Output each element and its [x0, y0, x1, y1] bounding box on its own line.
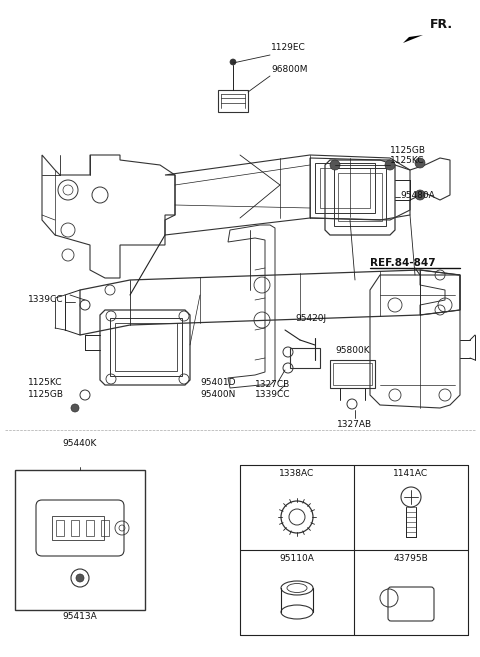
- Polygon shape: [403, 35, 423, 43]
- Bar: [86, 520, 94, 536]
- Text: 1327AB: 1327AB: [337, 420, 372, 429]
- Bar: [333, 363, 372, 385]
- Text: 95420J: 95420J: [295, 314, 326, 323]
- Bar: [115, 323, 177, 371]
- Text: 95413A: 95413A: [62, 612, 97, 621]
- Text: 43795B: 43795B: [394, 554, 428, 563]
- Bar: [330, 360, 375, 388]
- Text: 95800K: 95800K: [335, 346, 370, 355]
- Bar: [290, 348, 320, 368]
- Bar: [320, 168, 370, 208]
- Bar: [110, 318, 182, 376]
- Text: 95401D: 95401D: [200, 378, 236, 387]
- Text: 95110A: 95110A: [279, 554, 314, 563]
- Circle shape: [415, 158, 425, 168]
- Bar: [338, 173, 382, 221]
- Text: 1327CB: 1327CB: [255, 380, 290, 389]
- Bar: [15, 470, 145, 610]
- Text: 95440K: 95440K: [63, 439, 97, 448]
- Bar: [71, 520, 79, 536]
- Text: 1125KC: 1125KC: [28, 378, 62, 387]
- Bar: [101, 520, 109, 536]
- Bar: [52, 516, 104, 540]
- Text: 1125GB: 1125GB: [390, 146, 426, 155]
- Text: 95400N: 95400N: [200, 390, 235, 399]
- Circle shape: [71, 404, 79, 412]
- Bar: [315, 163, 375, 213]
- Text: 1125KC: 1125KC: [390, 156, 424, 165]
- Circle shape: [330, 160, 340, 170]
- Bar: [56, 520, 64, 536]
- Text: 1141AC: 1141AC: [394, 469, 429, 478]
- Circle shape: [415, 190, 425, 200]
- Text: 1125GB: 1125GB: [28, 390, 64, 399]
- Text: 1129EC: 1129EC: [271, 43, 306, 52]
- Text: 1339CC: 1339CC: [28, 296, 63, 304]
- Bar: [218, 90, 248, 112]
- Text: 95480A: 95480A: [400, 191, 435, 200]
- Text: 1338AC: 1338AC: [279, 469, 314, 478]
- Circle shape: [76, 574, 84, 582]
- Circle shape: [230, 59, 236, 65]
- Text: 1339CC: 1339CC: [255, 390, 290, 399]
- Bar: [334, 168, 386, 226]
- Circle shape: [385, 160, 395, 170]
- Text: 96800M: 96800M: [271, 65, 308, 74]
- Text: REF.84-847: REF.84-847: [370, 258, 436, 268]
- Text: FR.: FR.: [430, 18, 453, 31]
